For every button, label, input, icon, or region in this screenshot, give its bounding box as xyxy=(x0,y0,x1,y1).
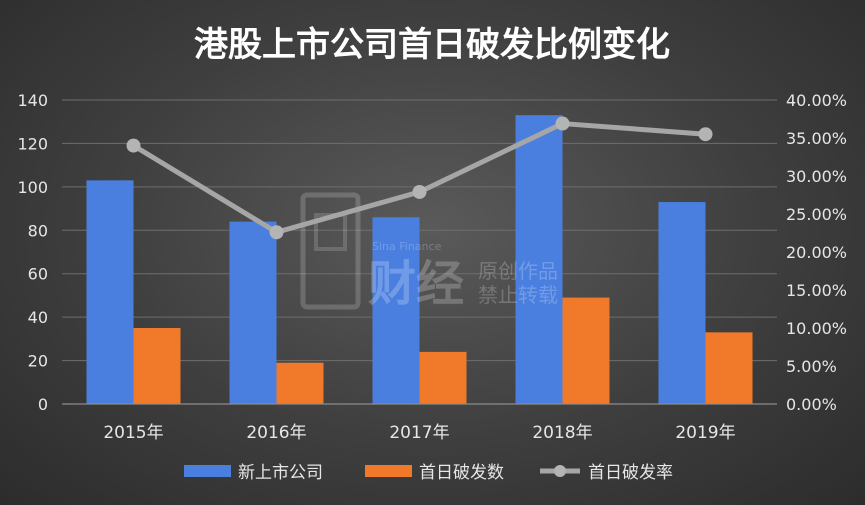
x-tick-label: 2015年 xyxy=(103,423,163,443)
y-right-tick-label: 0.00% xyxy=(786,395,837,414)
x-tick-label: 2016年 xyxy=(246,423,306,443)
legend-marker-break-rate xyxy=(554,465,566,477)
bar-break-count xyxy=(133,328,181,404)
legend-swatch-new-listings xyxy=(184,465,231,477)
y-left-tick-label: 100 xyxy=(17,178,48,197)
watermark-brand-en: Sina Finance xyxy=(372,240,442,253)
bar-break-count xyxy=(705,332,753,404)
chart-title: 港股上市公司首日破发比例变化 xyxy=(194,25,670,65)
y-right-tick-label: 15.00% xyxy=(786,281,847,300)
bar-break-count xyxy=(562,297,610,404)
bar-new-listings xyxy=(372,217,420,404)
y-right-tick-label: 10.00% xyxy=(786,319,847,338)
bar-new-listings xyxy=(515,115,563,404)
y-right-tick-label: 30.00% xyxy=(786,167,847,186)
watermark-logo-icon xyxy=(300,192,361,310)
legend-label-break-count: 首日破发数 xyxy=(419,463,504,483)
x-tick-label: 2019年 xyxy=(675,423,735,443)
y-right-tick-label: 35.00% xyxy=(786,129,847,148)
y-left-tick-label: 80 xyxy=(28,221,48,240)
y-left-tick-label: 120 xyxy=(17,134,48,153)
break-rate-point xyxy=(555,116,570,131)
break-rate-point xyxy=(698,127,713,142)
break-rate-line xyxy=(132,121,706,235)
y-axis-left: 0 20 40 60 80 100 120 140 xyxy=(17,91,48,414)
y-left-tick-label: 140 xyxy=(17,91,48,110)
watermark-brand: 财经 xyxy=(368,256,464,312)
y-left-tick-label: 60 xyxy=(28,265,48,284)
x-axis-labels: 2015年 2016年 2017年 2018年 2019年 xyxy=(103,423,735,443)
watermark-note-1: 原创作品 xyxy=(478,259,558,283)
y-right-tick-label: 5.00% xyxy=(786,357,837,376)
legend-label-new-listings: 新上市公司 xyxy=(238,463,323,483)
bar-new-listings xyxy=(658,202,706,404)
break-rate-point xyxy=(412,184,427,199)
bar-new-listings xyxy=(229,221,277,404)
legend: 新上市公司 首日破发数 首日破发率 xyxy=(184,463,673,483)
legend-label-break-rate: 首日破发率 xyxy=(588,463,673,483)
break-rate-point xyxy=(269,225,284,240)
x-tick-label: 2017年 xyxy=(389,423,449,443)
x-tick-label: 2018年 xyxy=(532,423,592,443)
break-rate-point xyxy=(126,138,141,153)
bar-break-count xyxy=(276,362,324,404)
y-right-tick-label: 25.00% xyxy=(786,205,847,224)
watermark-note-2: 禁止转载 xyxy=(478,283,558,307)
y-left-tick-label: 20 xyxy=(28,352,48,371)
y-right-tick-label: 20.00% xyxy=(786,243,847,262)
bar-series xyxy=(86,115,753,404)
bar-new-listings xyxy=(86,180,134,404)
legend-swatch-break-count xyxy=(365,465,412,477)
watermark: Sina Finance 财经 原创作品 禁止转载 xyxy=(300,192,558,312)
y-left-tick-label: 0 xyxy=(38,395,48,414)
line-series xyxy=(126,116,713,240)
bar-break-count xyxy=(419,351,467,404)
y-axis-right: 0.00% 5.00% 10.00% 15.00% 20.00% 25.00% 30.00%… xyxy=(786,91,847,414)
y-left-tick-label: 40 xyxy=(28,308,48,327)
y-right-tick-label: 40.00% xyxy=(786,91,847,110)
